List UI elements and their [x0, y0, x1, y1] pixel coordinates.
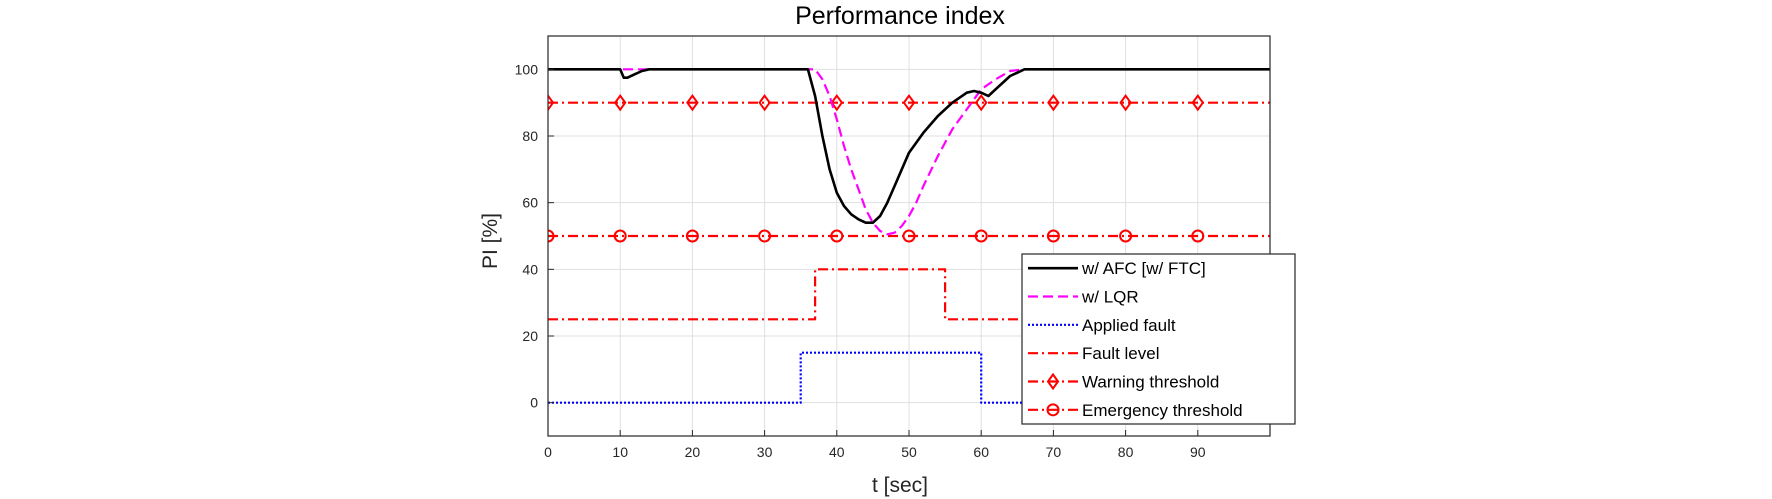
- series-4-marker-0: [548, 93, 555, 112]
- legend-label-2: Applied fault: [1082, 316, 1176, 335]
- x-tick-label-9: 90: [1190, 444, 1206, 460]
- legend-label-0: w/ AFC [w/ FTC]: [1081, 259, 1206, 278]
- series-4-marker-9: [1191, 93, 1205, 112]
- legend-label-3: Fault level: [1082, 344, 1159, 363]
- x-tick-label-0: 0: [544, 444, 552, 460]
- series-5-marker-5: [902, 229, 916, 243]
- x-tick-label-1: 10: [612, 444, 628, 460]
- series-5-marker-0: [548, 229, 555, 243]
- series-5-marker-2: [685, 229, 699, 243]
- series-4-marker-5: [902, 93, 916, 112]
- series-5: [548, 229, 1270, 243]
- series-4-marker-3: [758, 93, 771, 112]
- chart-title: Performance index: [795, 2, 1005, 30]
- legend-box: [1021, 253, 1296, 425]
- series-3: [548, 268, 1270, 321]
- x-tick-label-5: 50: [901, 444, 917, 460]
- y-axis-label: PI [%]: [479, 213, 502, 269]
- y-tick-label-1: 20: [522, 328, 538, 344]
- axis-ticks: 0 10 20 30 40 50 60 70 80 90 0 20 40 60 80 100: [515, 61, 1206, 460]
- series-5-marker-4: [830, 229, 844, 243]
- series-4-marker-7: [1047, 93, 1060, 112]
- series-4-marker-4: [830, 93, 844, 112]
- legend-label-1: w/ LQR: [1081, 288, 1139, 307]
- legend-label-5: Emergency threshold: [1082, 401, 1243, 420]
- series-4: [548, 93, 1270, 112]
- x-tick-label-6: 60: [973, 444, 989, 460]
- series-5-marker-9: [1191, 229, 1205, 243]
- x-tick-label-8: 80: [1118, 444, 1134, 460]
- x-tick-label-7: 70: [1046, 444, 1062, 460]
- y-tick-label-2: 40: [522, 261, 538, 277]
- series-5-marker-6: [974, 229, 988, 243]
- series-5-marker-7: [1046, 229, 1060, 243]
- legend-marker-4: [1046, 372, 1060, 391]
- series-4-marker-2: [686, 93, 699, 112]
- y-tick-label-5: 100: [515, 61, 539, 77]
- series-line-3: [548, 268, 1270, 321]
- series-4-marker-1: [613, 93, 627, 112]
- x-axis-label: t [sec]: [872, 474, 928, 497]
- series-5-marker-8: [1119, 229, 1133, 243]
- series-0: [548, 68, 1270, 224]
- legend-marker-5: [1046, 403, 1060, 417]
- x-tick-label-2: 20: [685, 444, 701, 460]
- series-5-marker-3: [758, 229, 772, 243]
- series-line-1: [548, 68, 1270, 236]
- legend: w/ AFC [w/ FTC] w/ LQR Applied fault Fault …: [1021, 253, 1296, 425]
- y-tick-label-3: 60: [522, 195, 538, 211]
- x-tick-label-3: 30: [757, 444, 773, 460]
- y-tick-label-0: 0: [530, 395, 538, 411]
- series-1: [548, 68, 1270, 236]
- series-4-marker-6: [974, 93, 988, 112]
- series-4-marker-8: [1119, 93, 1132, 112]
- x-tick-label-4: 40: [829, 444, 845, 460]
- series-line-0: [548, 68, 1270, 224]
- y-tick-label-4: 80: [522, 128, 538, 144]
- legend-label-4: Warning threshold: [1082, 373, 1219, 392]
- series-5-marker-1: [613, 229, 627, 243]
